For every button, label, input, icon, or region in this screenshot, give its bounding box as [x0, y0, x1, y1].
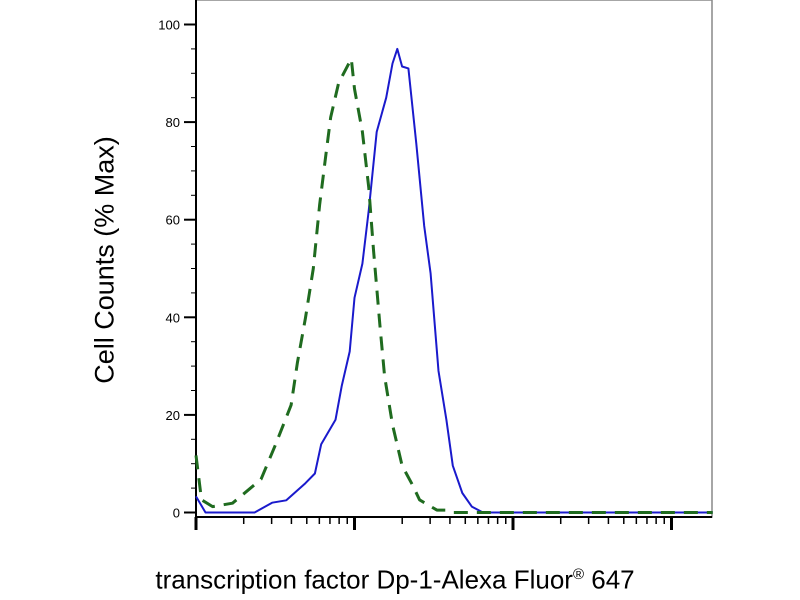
y-tick-label: 40	[166, 310, 180, 325]
x-axis-title-main: transcription factor Dp-1-Alexa Fluor	[155, 564, 573, 595]
x-axis-title-tail: 647	[584, 564, 635, 595]
registered-mark: ®	[572, 565, 585, 583]
y-tick-label: 0	[173, 506, 180, 521]
series-isotype-control-line	[194, 57, 713, 514]
x-axis-title: transcription factor Dp-1-Alexa Fluor® 6…	[155, 565, 634, 596]
y-tick-label: 20	[166, 408, 180, 423]
plot-frame	[195, 0, 713, 518]
y-tick-label: 60	[166, 213, 180, 228]
y-axis-title: Cell Counts (% Max)	[89, 136, 120, 384]
y-tick-label: 100	[158, 18, 180, 33]
series-stained-line	[195, 47, 713, 514]
y-tick-label: 80	[166, 115, 180, 130]
